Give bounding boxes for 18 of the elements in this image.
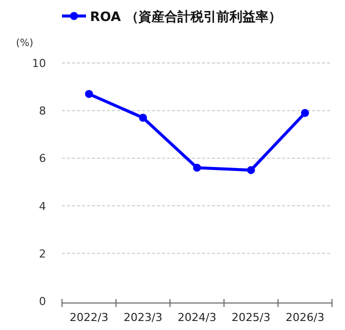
point xyxy=(301,108,309,117)
y-tick-label: 6 xyxy=(39,152,46,166)
x-tick-label: 2026/3 xyxy=(286,311,324,324)
x-tick-label: 2023/3 xyxy=(124,311,162,324)
x-tick-label: 2024/3 xyxy=(178,311,216,324)
y-tick-label: 8 xyxy=(39,104,46,118)
x-tick-label: 2022/3 xyxy=(70,311,108,324)
y-tick-label: 10 xyxy=(32,57,46,70)
point xyxy=(193,164,201,172)
y-tick-label: 0 xyxy=(39,295,46,308)
legend-label: ROA （資産合計税引前利益率） xyxy=(90,9,282,25)
point xyxy=(139,114,147,122)
y-tick-label: 2 xyxy=(39,247,46,260)
point xyxy=(85,90,93,98)
y-tick-label: 4 xyxy=(39,200,46,213)
point xyxy=(247,166,255,174)
y-axis-title: (%) xyxy=(16,38,34,49)
x-tick-label: 2025/3 xyxy=(232,311,270,324)
